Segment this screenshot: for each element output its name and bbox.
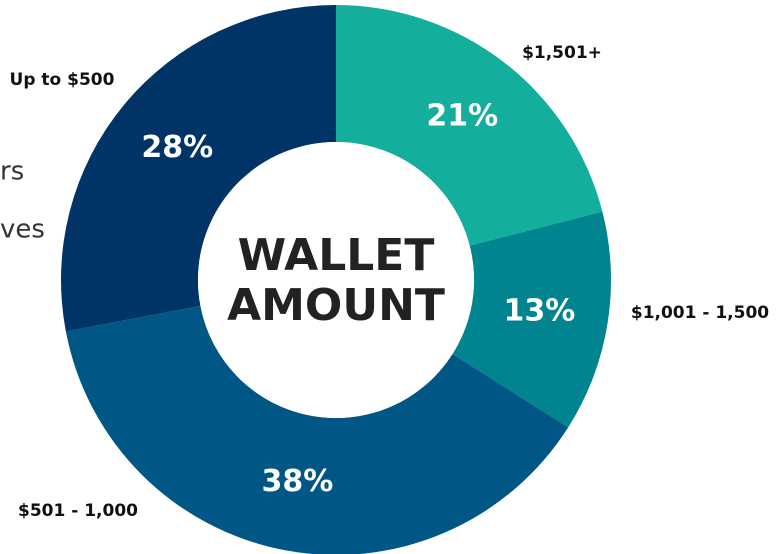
category-label: Up to $500 <box>10 70 115 90</box>
category-label: $1,501+ <box>522 43 602 63</box>
donut-slice <box>452 211 612 428</box>
side-text: rs <box>0 157 24 187</box>
donut-slice <box>65 305 569 554</box>
side-text: ves <box>0 215 45 245</box>
value-label: 28% <box>141 130 213 165</box>
value-label: 21% <box>426 99 498 134</box>
donut-slice <box>60 5 336 332</box>
donut-hole <box>198 142 474 418</box>
donut-slice <box>336 5 603 246</box>
center-label: WALLET <box>238 230 435 281</box>
value-label: 13% <box>504 294 576 329</box>
value-label: 38% <box>261 464 333 499</box>
category-label: $1,001 - 1,500 <box>631 303 769 323</box>
category-label: $501 - 1,000 <box>18 501 138 521</box>
center-label: AMOUNT <box>227 280 445 331</box>
